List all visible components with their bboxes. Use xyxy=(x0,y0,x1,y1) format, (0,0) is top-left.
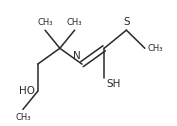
Text: CH₃: CH₃ xyxy=(147,44,163,53)
Text: CH₃: CH₃ xyxy=(37,18,53,27)
Text: N: N xyxy=(73,51,81,61)
Text: CH₃: CH₃ xyxy=(67,18,82,27)
Text: CH₃: CH₃ xyxy=(15,113,31,122)
Text: SH: SH xyxy=(106,79,121,89)
Text: HO: HO xyxy=(19,86,35,96)
Text: S: S xyxy=(123,17,130,27)
